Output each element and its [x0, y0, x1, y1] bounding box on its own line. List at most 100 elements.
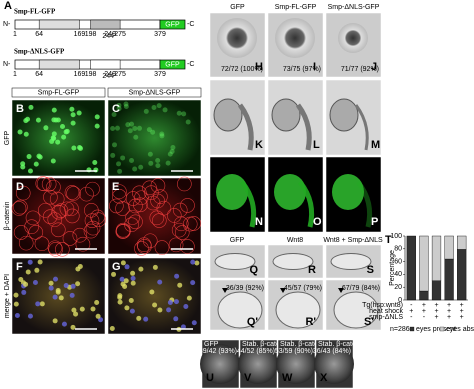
nucleus	[136, 315, 142, 321]
nucleus	[152, 302, 158, 308]
nucleus	[17, 129, 23, 135]
cell-outline	[115, 201, 130, 216]
nucleus	[110, 152, 116, 158]
cell-outline	[51, 204, 66, 220]
nucleus	[157, 279, 163, 285]
nucleus	[114, 125, 120, 131]
nucleus	[71, 307, 77, 313]
column-header: Stab. β-catenin+ΔNLS	[318, 341, 388, 348]
panel-letter: N	[255, 216, 263, 228]
arrowhead	[338, 288, 344, 293]
position: 1	[13, 31, 17, 38]
legend-label: eyes present	[416, 326, 456, 333]
nucleus	[147, 151, 153, 157]
domain	[90, 19, 121, 30]
nucleus	[167, 299, 173, 305]
nucleus	[36, 153, 42, 159]
cell-outline	[173, 216, 189, 232]
position: 64	[35, 31, 43, 38]
embryo	[271, 98, 301, 132]
nucleus	[51, 131, 57, 137]
position: 244	[102, 73, 114, 80]
nucleus	[150, 129, 156, 135]
position: 1	[13, 71, 17, 78]
cell-outline	[171, 222, 187, 238]
panel-letter: R	[308, 264, 316, 276]
embryo	[276, 344, 316, 384]
panel-letter: W	[282, 372, 293, 384]
embryo	[272, 253, 314, 270]
domain	[90, 59, 121, 70]
cell-outline	[28, 225, 44, 240]
domain	[38, 59, 80, 70]
nucleus	[143, 108, 149, 114]
count: 73/75 (97%)	[283, 66, 321, 73]
nucleus	[50, 135, 56, 141]
nucleus	[120, 260, 126, 266]
cell-outline	[133, 197, 148, 213]
embryo-gfp	[274, 174, 306, 210]
cell-outline	[75, 236, 91, 252]
n-term: N-	[3, 21, 11, 28]
count: 39/42 (93%)	[199, 348, 237, 355]
legend-swatch	[409, 326, 415, 332]
nucleus	[117, 168, 123, 174]
bar-segment	[457, 235, 467, 250]
y-axis-label: Percentage	[389, 250, 396, 286]
condition-mark: -	[410, 314, 413, 321]
nucleus	[92, 160, 98, 166]
nucleus	[124, 264, 130, 270]
cell-outline	[50, 222, 66, 238]
embryo-tail	[354, 104, 369, 151]
nucleus	[177, 282, 183, 288]
cell-outline	[42, 209, 58, 224]
nucleus	[69, 106, 75, 112]
nucleus	[35, 301, 41, 307]
bar-segment	[444, 258, 454, 301]
row-label: merge + DAPI	[4, 274, 11, 318]
condition-mark: +	[434, 302, 438, 309]
cell-outline	[62, 231, 78, 246]
cell-outline	[83, 223, 99, 239]
condition-name: smp-ΔNLS	[369, 314, 403, 321]
gfp-text: GFP	[165, 21, 180, 28]
condition-mark: -	[410, 302, 413, 309]
bar-segment	[431, 235, 442, 281]
panel-letter: B	[16, 103, 24, 115]
micrograph	[107, 257, 202, 335]
condition-mark: +	[434, 308, 438, 315]
nucleus	[28, 104, 34, 110]
nucleus	[112, 142, 118, 148]
panel-letter: H	[255, 61, 263, 73]
nucleus	[23, 281, 29, 287]
embryo	[214, 253, 256, 270]
nucleus	[167, 151, 173, 157]
column-header-box	[107, 87, 202, 98]
nucleus	[109, 326, 115, 332]
panel-letter: S	[367, 264, 374, 276]
nucleus	[58, 295, 64, 301]
nucleus	[50, 158, 56, 164]
embryo-gfp	[332, 174, 364, 210]
column-header: Wnt8	[287, 237, 303, 244]
panel-letter: Q'	[247, 316, 259, 328]
column-header: Stab. β-catenin	[242, 341, 289, 348]
count: 72/72 (100%)	[221, 66, 263, 73]
cell-outline	[142, 233, 158, 249]
nucleus	[27, 259, 33, 265]
c-term: -C	[187, 61, 194, 68]
nucleus	[185, 119, 191, 125]
count: 67/79 (84%)	[342, 285, 380, 292]
column-header: GFP	[204, 341, 219, 348]
panel-letter: G	[112, 261, 121, 273]
nucleus	[151, 105, 157, 111]
nucleus	[183, 304, 189, 310]
condition-mark: +	[409, 308, 413, 315]
cell-outline	[15, 185, 31, 201]
cell-outline	[115, 222, 131, 238]
cell-outline	[47, 212, 63, 227]
condition-mark: +	[460, 314, 464, 321]
construct-name: Smp-FL-GFP	[14, 8, 56, 16]
embryo	[217, 291, 263, 329]
column-header: Smp-FL-GFP	[38, 89, 80, 96]
